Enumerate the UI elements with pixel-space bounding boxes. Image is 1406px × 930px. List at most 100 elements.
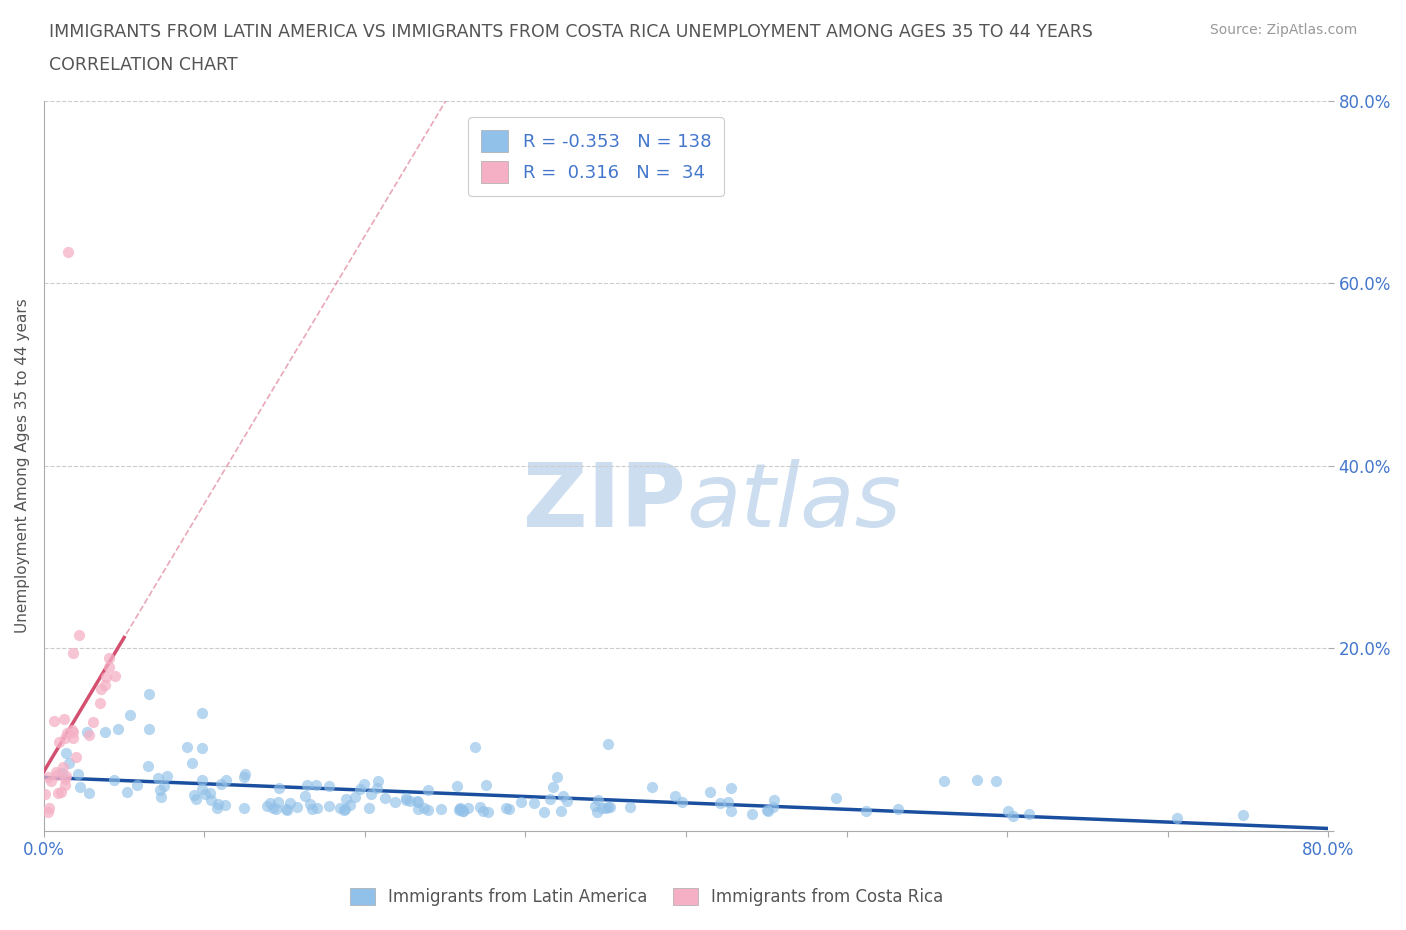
Point bbox=[709, 796, 731, 811]
Point bbox=[190, 773, 212, 788]
Point bbox=[194, 786, 217, 801]
Point bbox=[395, 790, 418, 805]
Point bbox=[152, 778, 174, 793]
Point bbox=[82, 714, 104, 729]
Point bbox=[339, 797, 361, 812]
Point bbox=[640, 779, 662, 794]
Point bbox=[120, 708, 142, 723]
Point bbox=[176, 740, 198, 755]
Point bbox=[96, 670, 118, 684]
Point bbox=[449, 801, 471, 816]
Point bbox=[599, 799, 621, 814]
Point bbox=[115, 785, 138, 800]
Point bbox=[69, 779, 91, 794]
Point bbox=[267, 794, 290, 809]
Point bbox=[55, 768, 77, 783]
Point bbox=[214, 797, 236, 812]
Point bbox=[295, 778, 318, 793]
Point bbox=[357, 801, 380, 816]
Point bbox=[274, 802, 297, 817]
Point bbox=[98, 659, 121, 674]
Point bbox=[262, 800, 284, 815]
Point bbox=[190, 706, 212, 721]
Point bbox=[305, 777, 328, 792]
Point bbox=[762, 800, 785, 815]
Point bbox=[451, 804, 474, 818]
Point bbox=[699, 785, 721, 800]
Point bbox=[259, 796, 281, 811]
Point bbox=[619, 800, 641, 815]
Point bbox=[585, 804, 607, 819]
Point bbox=[285, 799, 308, 814]
Point bbox=[280, 795, 302, 810]
Point bbox=[65, 750, 87, 764]
Point bbox=[477, 804, 499, 819]
Point bbox=[56, 244, 79, 259]
Point bbox=[103, 772, 125, 787]
Point bbox=[67, 627, 90, 642]
Point bbox=[406, 793, 429, 808]
Point bbox=[233, 770, 256, 785]
Point bbox=[90, 682, 112, 697]
Point bbox=[367, 774, 389, 789]
Point bbox=[235, 766, 257, 781]
Point bbox=[551, 789, 574, 804]
Point bbox=[984, 774, 1007, 789]
Legend: R = -0.353   N = 138, R =  0.316   N =  34: R = -0.353 N = 138, R = 0.316 N = 34 bbox=[468, 117, 724, 195]
Point bbox=[333, 802, 356, 817]
Point bbox=[344, 790, 367, 804]
Point bbox=[52, 711, 75, 726]
Point bbox=[451, 804, 474, 818]
Point bbox=[269, 780, 291, 795]
Point bbox=[464, 739, 486, 754]
Point bbox=[37, 770, 59, 785]
Point bbox=[374, 790, 396, 805]
Point bbox=[671, 794, 693, 809]
Point bbox=[53, 771, 76, 786]
Point bbox=[138, 686, 160, 701]
Point bbox=[51, 765, 73, 780]
Point bbox=[1001, 809, 1024, 824]
Point bbox=[418, 803, 440, 817]
Point bbox=[1232, 807, 1254, 822]
Point bbox=[430, 802, 453, 817]
Point bbox=[329, 801, 352, 816]
Point bbox=[76, 724, 98, 739]
Point bbox=[45, 764, 67, 779]
Point bbox=[58, 756, 80, 771]
Point bbox=[449, 802, 471, 817]
Point bbox=[62, 645, 84, 660]
Point bbox=[855, 804, 877, 818]
Point bbox=[46, 786, 69, 801]
Point bbox=[34, 786, 56, 801]
Point bbox=[547, 769, 569, 784]
Text: IMMIGRANTS FROM LATIN AMERICA VS IMMIGRANTS FROM COSTA RICA UNEMPLOYMENT AMONG A: IMMIGRANTS FROM LATIN AMERICA VS IMMIGRA… bbox=[49, 23, 1092, 41]
Point bbox=[595, 801, 617, 816]
Point bbox=[468, 799, 491, 814]
Point bbox=[94, 724, 117, 739]
Point bbox=[60, 723, 83, 737]
Point bbox=[298, 796, 321, 811]
Point bbox=[349, 782, 371, 797]
Point bbox=[932, 774, 955, 789]
Point bbox=[538, 791, 561, 806]
Point bbox=[49, 785, 72, 800]
Point bbox=[418, 783, 440, 798]
Point bbox=[412, 801, 434, 816]
Point bbox=[200, 793, 222, 808]
Point bbox=[550, 804, 572, 818]
Point bbox=[77, 786, 100, 801]
Point bbox=[664, 789, 686, 804]
Point bbox=[55, 746, 77, 761]
Point bbox=[756, 804, 779, 818]
Point bbox=[335, 791, 357, 806]
Point bbox=[720, 780, 742, 795]
Point bbox=[38, 801, 60, 816]
Point bbox=[191, 782, 214, 797]
Point bbox=[366, 781, 388, 796]
Point bbox=[77, 727, 100, 742]
Point bbox=[256, 798, 278, 813]
Point bbox=[138, 722, 160, 737]
Text: CORRELATION CHART: CORRELATION CHART bbox=[49, 56, 238, 73]
Point bbox=[495, 801, 517, 816]
